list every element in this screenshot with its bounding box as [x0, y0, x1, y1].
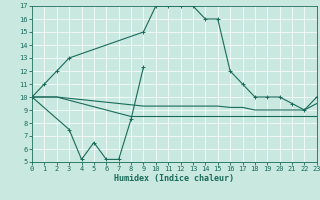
X-axis label: Humidex (Indice chaleur): Humidex (Indice chaleur) — [115, 174, 234, 183]
